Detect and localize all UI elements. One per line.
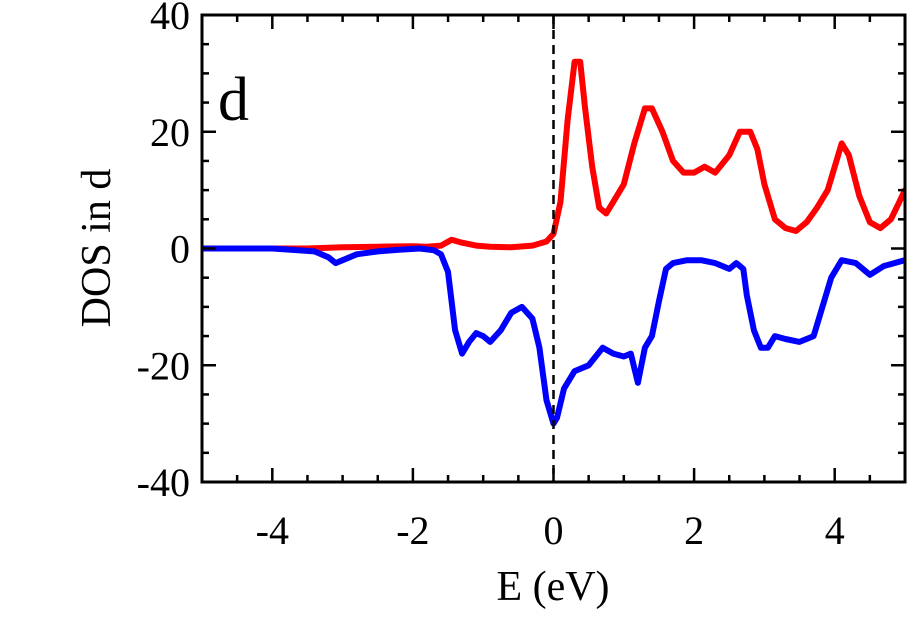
x-tick-label: -2 (396, 508, 429, 553)
y-tick-label: -40 (137, 460, 190, 505)
y-tick-label: 40 (150, 0, 190, 38)
y-tick-label: 20 (150, 110, 190, 155)
y-tick-label: -20 (137, 343, 190, 388)
x-tick-label: 4 (825, 508, 845, 553)
x-axis-title: E (eV) (496, 564, 609, 610)
y-axis-title: DOS in d (74, 169, 120, 328)
x-tick-label: -4 (256, 508, 289, 553)
series-line-2 (202, 245, 905, 427)
y-tick-label: 0 (170, 227, 190, 272)
x-tick-label: 2 (684, 508, 704, 553)
panel-label: d (218, 66, 249, 134)
series-layer (202, 58, 905, 427)
ticks-layer (200, 13, 907, 484)
x-tick-label: 0 (544, 508, 564, 553)
series-line-1 (202, 58, 905, 252)
